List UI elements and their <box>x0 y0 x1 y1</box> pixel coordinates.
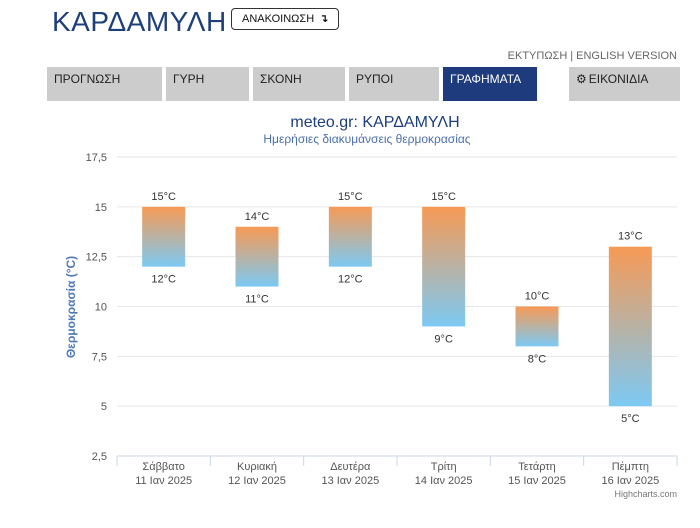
print-link[interactable]: ΕΚΤΥΠΩΣΗ <box>507 50 568 62</box>
y-tick-label: 12,5 <box>86 252 107 264</box>
low-temp-label: 12°C <box>338 274 363 286</box>
tab-charts[interactable]: ΓΡΑΦΗΜΑΤΑ <box>443 67 537 101</box>
high-temp-label: 15°C <box>431 191 456 203</box>
announce-label: ΑΝΑΚΟΙΝΩΣΗ <box>242 13 315 25</box>
announce-button[interactable]: ΑΝΑΚΟΙΝΩΣΗ ↴ <box>231 8 340 30</box>
chart-subtitle: Ημερήσιες διακυμάνσεις θερμοκρασίας <box>263 132 470 146</box>
gear-icon: ⚙ <box>576 72 587 86</box>
y-tick-label: 7,5 <box>92 351 107 363</box>
x-tick-label: Τετάρτη <box>518 461 556 473</box>
temperature-range-bar[interactable] <box>142 206 186 267</box>
y-tick-label: 5 <box>101 401 107 413</box>
x-tick-label: Πέμπτη <box>612 461 649 473</box>
chart-title: meteo.gr: ΚΑΡΔΑΜΥΛΗ <box>290 114 459 131</box>
temperature-range-bar[interactable] <box>422 206 466 327</box>
tab-pollen[interactable]: ΓΥΡΗ <box>166 67 249 101</box>
temperature-range-bar[interactable] <box>608 246 652 407</box>
x-tick-sublabel: 15 Ιαν 2025 <box>508 475 566 487</box>
low-temp-label: 8°C <box>528 353 547 365</box>
x-tick-sublabel: 11 Ιαν 2025 <box>135 475 192 487</box>
tab-label: ΣΚΟΝΗ <box>260 72 302 86</box>
y-tick-label: 10 <box>95 302 107 314</box>
page-title: ΚΑΡΔΑΜΥΛΗ <box>52 6 227 37</box>
arrow-return-icon: ↴ <box>319 13 329 25</box>
x-tick-label: Τρίτη <box>431 461 457 473</box>
temperature-range-bar[interactable] <box>235 226 279 287</box>
tab-label: ΡΥΠΟΙ <box>356 72 394 86</box>
high-temp-label: 14°C <box>245 211 270 223</box>
x-tick-sublabel: 13 Ιαν 2025 <box>321 475 379 487</box>
low-temp-label: 11°C <box>245 294 269 306</box>
highcharts-credit[interactable]: Highcharts.com <box>614 489 677 499</box>
high-temp-label: 10°C <box>525 291 550 303</box>
high-temp-label: 13°C <box>618 231 643 243</box>
low-temp-label: 5°C <box>621 413 640 425</box>
bars: 15°C 12°C 14°C 11°C 15°C 12°C 15°C 9°C 10°C 8°C 13… <box>142 191 652 425</box>
tab-label: ΠΡΟΓΝΩΣΗ <box>54 72 121 86</box>
x-tick-sublabel: 14 Ιαν 2025 <box>415 475 473 487</box>
y-axis-title: Θερμοκρασία (°C) <box>64 256 78 358</box>
link-separator: | <box>570 50 574 62</box>
y-tick-label: 17,5 <box>86 152 107 164</box>
y-tick-label: 15 <box>95 202 107 214</box>
high-temp-label: 15°C <box>151 191 176 203</box>
low-temp-label: 9°C <box>434 333 453 345</box>
english-version-link[interactable]: ENGLISH VERSION <box>576 50 677 62</box>
temperature-range-bar[interactable] <box>515 306 559 347</box>
temperature-range-bar[interactable] <box>328 206 372 267</box>
tab-dust[interactable]: ΣΚΟΝΗ <box>253 67 345 101</box>
x-tick-label: Δευτέρα <box>330 461 371 473</box>
tab-forecast[interactable]: ΠΡΟΓΝΩΣΗ <box>47 67 162 101</box>
grid-lines <box>117 156 677 407</box>
tab-label: ΕΙΚΟΝΙΔΙΑ <box>588 72 649 86</box>
tab-label: ΓΡΑΦΗΜΑΤΑ <box>450 72 522 86</box>
y-tick-label: 2,5 <box>92 451 107 463</box>
x-axis: Σάββατο 11 Ιαν 2025 Κυριακή 12 Ιαν 2025 Δευτ… <box>116 455 678 487</box>
x-tick-sublabel: 16 Ιαν 2025 <box>601 475 659 487</box>
x-tick-label: Κυριακή <box>237 461 277 473</box>
tab-widgets[interactable]: ⚙ ΕΙΚΟΝΙΔΙΑ <box>569 67 680 101</box>
x-tick-sublabel: 12 Ιαν 2025 <box>228 475 286 487</box>
top-links: ΕΚΤΥΠΩΣΗ | ENGLISH VERSION <box>508 50 677 62</box>
high-temp-label: 15°C <box>338 191 363 203</box>
x-tick-label: Σάββατο <box>142 461 184 473</box>
tab-pollutants[interactable]: ΡΥΠΟΙ <box>349 67 439 101</box>
tab-label: ΓΥΡΗ <box>173 72 205 86</box>
y-axis-ticks: 2,5 5 7,5 10 12,5 15 17,5 <box>86 152 107 463</box>
low-temp-label: 12°C <box>151 274 176 286</box>
